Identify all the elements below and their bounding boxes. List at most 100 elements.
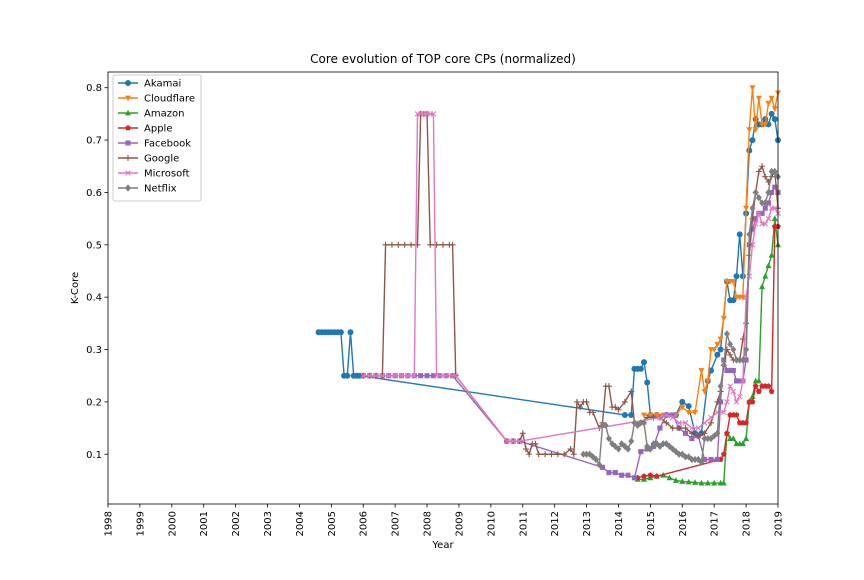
data-point-google [755,168,762,175]
data-point-apple [768,388,775,394]
data-point-netflix [676,450,683,458]
data-point-amazon [771,215,778,222]
data-point-google [548,451,555,458]
x-tick-label: 2003 [263,511,274,536]
data-point-facebook [714,456,720,463]
data-point-netflix [615,445,622,453]
legend-item-akamai: Akamai [118,79,181,90]
data-point-facebook [430,373,436,379]
y-tick-label: 0.2 [86,397,102,408]
data-point-apple [724,430,730,436]
data-point-google [574,398,580,405]
x-tick-label: 2010 [486,511,497,536]
plot-frame [107,71,779,505]
data-point-netflix [602,421,609,430]
data-point-microsoft [504,438,510,444]
data-point-netflix [583,450,590,458]
data-point-cloudflare [647,412,654,419]
data-point-netflix [634,421,641,430]
x-tick-label: 2001 [199,511,210,536]
legend-box [112,74,202,202]
data-point-netflix [688,455,695,464]
data-point-netflix [580,450,587,458]
legend: Akamai Cloudflare Amazon Apple Facebook Googl… [112,74,202,202]
data-point-netflix [717,382,724,390]
data-point-facebook [724,367,730,374]
y-tick-label: 0.5 [86,240,102,251]
data-point-google [727,351,734,358]
legend-label: Google [144,154,179,165]
data-point-google [708,419,714,426]
y-tick-label: 0.7 [86,136,102,147]
data-point-microsoft [695,425,702,431]
x-tick-label: 2013 [582,511,593,536]
data-point-netflix [698,458,705,466]
data-point-amazon [711,479,718,486]
data-point-google [577,404,584,411]
data-point-netflix [743,345,750,354]
data-point-google [408,241,415,248]
series-line-google [363,113,779,457]
data-point-netflix [733,356,740,364]
data-point-microsoft [752,221,759,227]
data-point-cloudflare [771,106,778,112]
legend-item-amazon: Amazon [118,109,184,120]
data-point-facebook [424,373,430,379]
series-amazon [634,215,781,486]
data-point-microsoft [676,420,682,426]
x-tick-label: 2007 [391,511,402,536]
data-point-facebook [762,205,768,211]
data-point-apple [749,398,756,405]
data-point-netflix [650,440,657,448]
data-point-akamai [730,297,737,304]
data-point-google [554,451,561,458]
y-tick-label: 0.8 [86,83,102,94]
data-point-apple [720,451,727,457]
data-point-facebook [765,200,771,206]
data-point-google [526,451,533,458]
data-point-google [612,404,619,411]
data-point-netflix [666,442,673,450]
data-point-netflix [768,167,775,176]
data-point-amazon [762,272,769,279]
data-point-microsoft [516,438,523,444]
data-point-cloudflare [714,341,721,348]
data-point-amazon [765,262,772,269]
data-point-microsoft [736,393,743,400]
data-point-netflix [625,445,632,453]
y-tick-label: 0.1 [86,450,102,461]
data-point-google [682,425,689,432]
legend-item-microsoft: Microsoft [118,169,190,180]
data-point-apple [641,473,647,479]
data-point-amazon [679,478,686,484]
data-point-amazon [641,476,647,482]
data-point-facebook [727,367,733,374]
data-point-facebook [753,216,759,222]
data-point-amazon [704,479,711,486]
data-point-google [395,241,402,248]
data-point-facebook [730,367,736,374]
data-point-google [621,398,628,405]
legend-label: Amazon [144,109,184,120]
data-point-cloudflare [641,412,647,419]
data-point-netflix [672,448,679,456]
data-point-microsoft [727,383,733,389]
data-point-microsoft [708,414,714,421]
data-point-akamai [621,411,628,418]
data-point-netflix [736,356,743,364]
data-point-akamai [685,403,692,410]
data-point-facebook [625,472,631,478]
data-point-akamai [641,359,647,366]
legend-label: Netflix [144,184,177,195]
data-point-netflix [746,230,753,238]
data-point-apple [647,472,654,478]
x-tick-label: 2004 [295,511,306,536]
x-tick-label: 2002 [231,511,242,536]
data-point-cloudflare [679,404,686,411]
data-point-netflix [701,434,708,443]
data-point-netflix [727,340,734,348]
data-point-akamai [736,231,743,238]
legend-marker-microsoft [125,170,131,176]
data-point-microsoft [373,372,379,379]
